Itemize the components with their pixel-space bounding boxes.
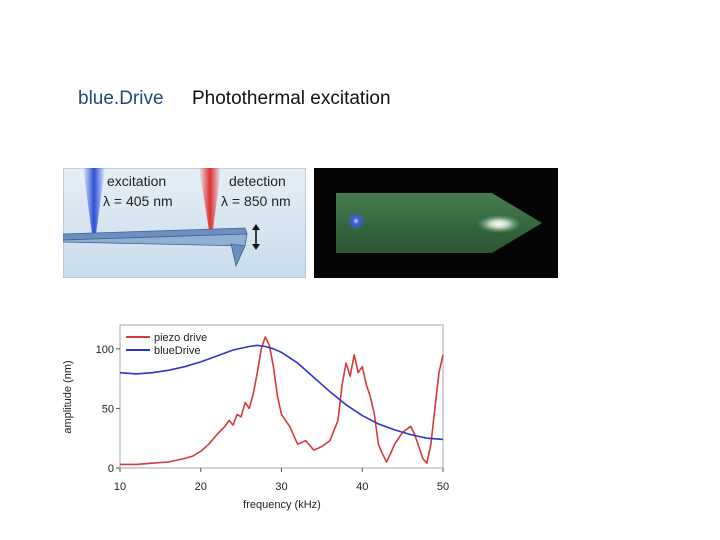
plot-area xyxy=(119,324,444,469)
excitation-label: excitation xyxy=(107,173,166,189)
legend-label: piezo drive xyxy=(154,332,207,344)
detection-label: detection xyxy=(229,173,286,189)
cantilever-micrograph xyxy=(314,168,558,278)
y-axis-label: amplitude (nm) xyxy=(62,360,74,433)
excitation-wavelength: λ = 405 nm xyxy=(103,193,173,209)
excitation-spot xyxy=(347,212,365,230)
x-tick-label: 40 xyxy=(356,481,368,493)
x-ticks: 10 20 30 40 50 xyxy=(114,468,449,493)
x-tick-label: 10 xyxy=(114,481,126,493)
deflection-arrow-down xyxy=(252,244,260,250)
detection-wavelength: λ = 850 nm xyxy=(221,193,291,209)
y-tick-label: 100 xyxy=(96,344,114,356)
cantilever-tip xyxy=(230,243,246,268)
y-tick-label: 50 xyxy=(102,403,114,415)
x-tick-label: 50 xyxy=(437,481,449,493)
photothermal-diagram: excitation λ = 405 nm detection λ = 850 … xyxy=(63,168,306,278)
x-tick-label: 30 xyxy=(275,481,287,493)
series-line-bluedrive xyxy=(119,344,444,441)
excitation-beam xyxy=(83,168,105,234)
deflection-arrow-up xyxy=(252,224,260,230)
detection-beam xyxy=(199,168,221,230)
legend-label: blueDrive xyxy=(154,345,200,357)
series-lines xyxy=(119,336,444,466)
y-tick-label: 0 xyxy=(108,463,114,475)
x-axis-label: frequency (kHz) xyxy=(243,499,321,511)
diagram-background xyxy=(63,168,306,278)
x-tick-label: 20 xyxy=(195,481,207,493)
product-title: blue.Drive xyxy=(78,88,164,109)
slide-subtitle: Photothermal excitation xyxy=(192,88,391,109)
micrograph-cantilever xyxy=(336,193,542,253)
detection-spot xyxy=(477,215,521,233)
y-ticks: 0 50 100 xyxy=(96,344,120,475)
